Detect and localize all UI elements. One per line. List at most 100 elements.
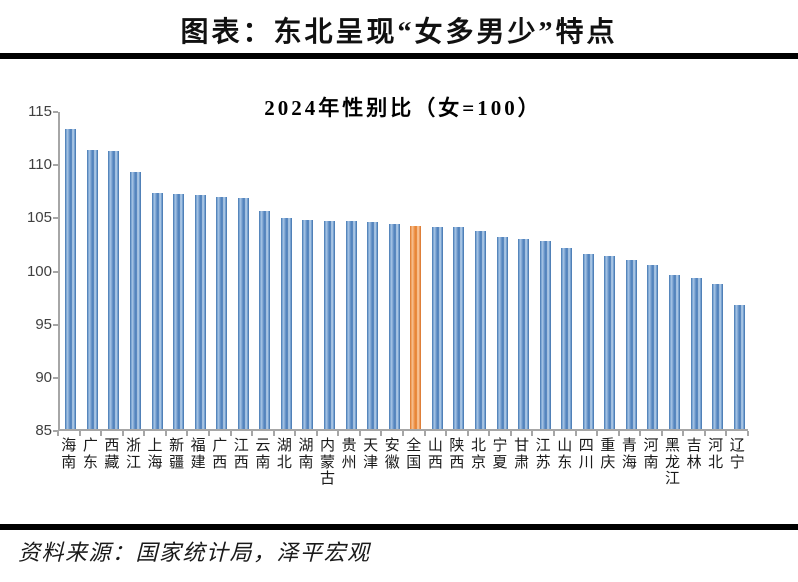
bar — [259, 211, 271, 429]
x-tick-mark — [703, 431, 706, 436]
bar — [65, 129, 77, 429]
x-category-label: 甘肃 — [514, 438, 530, 471]
bar — [86, 150, 98, 429]
x-tick-mark — [337, 431, 340, 436]
y-tick-mark — [53, 164, 58, 167]
x-tick-mark — [747, 431, 749, 436]
y-tick-mark — [53, 376, 58, 379]
x-category-label: 云南 — [255, 438, 271, 471]
bar — [237, 198, 249, 429]
x-category-label: 广西 — [212, 438, 228, 471]
bar — [625, 259, 637, 429]
x-category-label: 天津 — [363, 438, 379, 471]
y-tick-label: 100 — [26, 262, 52, 280]
x-tick-mark — [251, 431, 254, 436]
x-tick-mark — [380, 431, 383, 436]
bar — [129, 171, 141, 429]
x-tick-mark — [229, 431, 232, 436]
bar — [474, 231, 486, 429]
x-tick-mark — [423, 431, 426, 436]
x-tick-mark — [294, 431, 297, 436]
source-note: 资料来源：国家统计局，泽平宏观 — [18, 540, 371, 565]
bar — [345, 220, 357, 429]
bar — [496, 236, 508, 429]
x-category-label: 黑龙江 — [665, 438, 681, 487]
bar-national-highlight — [410, 225, 422, 429]
y-tick-label: 110 — [28, 156, 52, 174]
x-category-label: 江西 — [233, 438, 249, 471]
bar — [453, 226, 465, 429]
x-category-label: 内蒙古 — [320, 438, 336, 487]
x-tick-mark — [358, 431, 361, 436]
x-category-label: 湖南 — [298, 438, 314, 471]
x-tick-mark — [531, 431, 534, 436]
x-category-label: 海南 — [61, 438, 77, 471]
x-tick-mark — [682, 431, 685, 436]
x-category-label: 浙江 — [125, 438, 141, 471]
x-tick-mark — [272, 431, 275, 436]
x-tick-mark — [552, 431, 555, 436]
x-category-label: 西藏 — [104, 438, 120, 471]
y-tick-label: 105 — [26, 209, 52, 227]
x-category-label: 北京 — [470, 438, 486, 471]
x-tick-mark — [574, 431, 577, 436]
x-tick-mark — [725, 431, 728, 436]
x-tick-mark — [639, 431, 642, 436]
bar — [431, 226, 443, 429]
bar — [151, 192, 163, 429]
bar — [733, 304, 745, 429]
x-tick-mark — [100, 431, 103, 436]
x-category-label: 宁夏 — [492, 438, 508, 471]
bar — [324, 220, 336, 429]
x-category-label: 湖北 — [276, 438, 292, 471]
x-category-label: 青海 — [621, 438, 637, 471]
x-category-label: 上海 — [147, 438, 163, 471]
x-tick-mark — [466, 431, 469, 436]
x-tick-mark — [315, 431, 318, 436]
x-category-label: 新疆 — [169, 438, 185, 471]
bar — [604, 255, 616, 429]
x-category-label: 福建 — [190, 438, 206, 471]
bar — [539, 240, 551, 429]
y-tick-mark — [53, 217, 58, 220]
x-tick-mark — [143, 431, 146, 436]
x-tick-mark — [488, 431, 491, 436]
x-category-label: 山西 — [427, 438, 443, 471]
x-category-label: 全国 — [406, 438, 422, 471]
x-category-label: 河南 — [643, 438, 659, 471]
x-category-label: 贵州 — [341, 438, 357, 471]
x-tick-mark — [596, 431, 599, 436]
chart-title: 2024年性别比（女=100） — [264, 96, 542, 120]
x-tick-mark — [78, 431, 81, 436]
y-tick-label: 115 — [28, 103, 52, 120]
bar — [582, 253, 594, 429]
bar — [669, 274, 681, 429]
page-title: 图表：东北呈现“女多男少”特点 — [180, 17, 618, 48]
x-category-label: 辽宁 — [729, 438, 745, 471]
x-tick-mark — [445, 431, 448, 436]
x-tick-mark — [617, 431, 620, 436]
x-tick-mark — [207, 431, 210, 436]
bar — [302, 219, 314, 429]
x-category-label: 安徽 — [384, 438, 400, 471]
bar — [647, 265, 659, 429]
bar — [388, 223, 400, 429]
top-divider-rule — [0, 53, 798, 59]
bar — [173, 194, 185, 429]
x-category-label: 吉林 — [686, 438, 702, 471]
x-category-label: 广东 — [82, 438, 98, 471]
bar — [712, 284, 724, 429]
bar — [690, 278, 702, 429]
x-category-label: 重庆 — [600, 438, 616, 471]
x-category-label: 江苏 — [535, 438, 551, 471]
x-tick-mark — [660, 431, 663, 436]
x-tick-mark — [509, 431, 512, 436]
y-tick-label: 90 — [35, 368, 52, 386]
x-category-label: 陕西 — [449, 438, 465, 471]
x-tick-mark — [402, 431, 404, 436]
x-tick-mark — [57, 431, 59, 436]
bar — [561, 248, 573, 429]
bar — [216, 197, 228, 429]
y-tick-mark — [53, 430, 58, 432]
